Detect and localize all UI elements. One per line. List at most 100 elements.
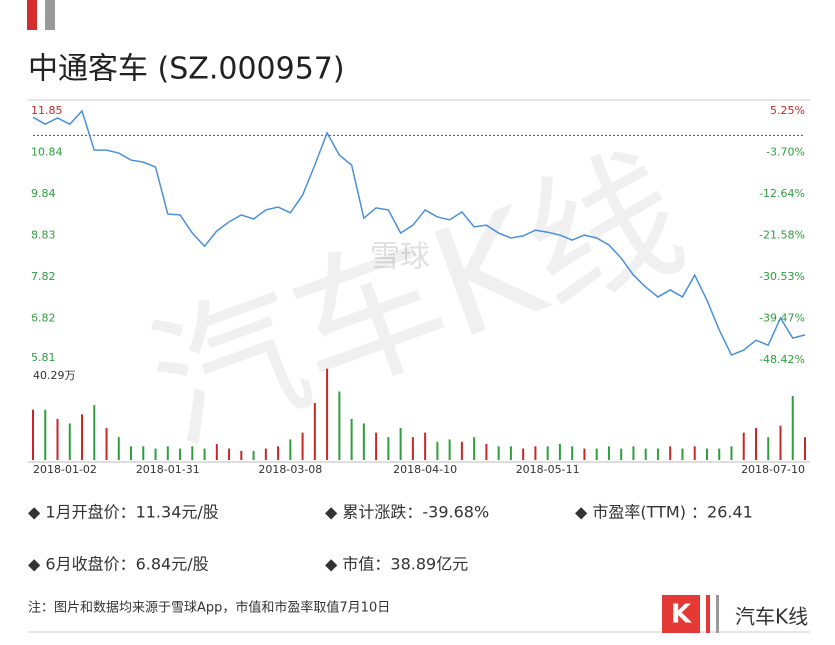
brand-bar bbox=[706, 595, 710, 633]
volume-bar bbox=[338, 391, 341, 460]
volume-bar bbox=[742, 432, 745, 460]
volume-bar bbox=[620, 448, 623, 460]
info-item: ◆ 市值：38.89亿元 bbox=[325, 555, 468, 574]
volume-bar bbox=[375, 432, 378, 460]
volume-bar bbox=[289, 439, 292, 460]
volume-bar bbox=[571, 446, 574, 460]
note: 注：图片和数据均来源于雪球App，市值和市盈率取值7月10日 bbox=[28, 600, 390, 616]
header-bar-gray bbox=[45, 0, 55, 30]
y2-tick-label: -12.64% bbox=[759, 187, 805, 200]
volume-bar bbox=[791, 396, 794, 460]
x-tick-label: 2018-01-31 bbox=[136, 463, 200, 476]
volume-bar bbox=[264, 448, 267, 460]
volume-bar bbox=[203, 448, 206, 460]
volume-bar bbox=[595, 448, 598, 460]
volume-bar bbox=[681, 448, 684, 460]
volume-bar bbox=[473, 437, 476, 460]
volume-bar bbox=[68, 423, 71, 460]
volume-bar bbox=[215, 444, 218, 460]
x-tick-label: 2018-01-02 bbox=[33, 463, 97, 476]
x-tick-label: 2018-04-10 bbox=[393, 463, 457, 476]
volume-bar bbox=[277, 446, 280, 460]
y-tick-label: 5.81 bbox=[31, 351, 56, 364]
y-tick-label: 11.85 bbox=[31, 104, 63, 117]
y2-tick-label: -30.53% bbox=[759, 270, 805, 283]
volume-bar bbox=[166, 446, 169, 460]
volume-bar bbox=[105, 428, 108, 460]
volume-bar bbox=[56, 418, 59, 460]
volume-bar bbox=[81, 414, 84, 460]
volume-bar bbox=[656, 448, 659, 460]
volume-bar bbox=[142, 446, 145, 460]
volume-bar bbox=[730, 446, 733, 460]
y2-tick-label: -21.58% bbox=[759, 228, 805, 241]
y2-tick-label: -3.70% bbox=[766, 146, 805, 159]
volume-bar bbox=[497, 446, 500, 460]
volume-bar bbox=[607, 446, 610, 460]
volume-bar bbox=[718, 448, 721, 460]
volume-bar bbox=[644, 448, 647, 460]
volume-bar bbox=[228, 448, 231, 460]
volume-bar bbox=[252, 450, 255, 460]
brand-bar-gray bbox=[716, 595, 719, 633]
volume-bar bbox=[754, 428, 757, 460]
y-tick-label: 10.84 bbox=[31, 146, 63, 159]
volume-bar bbox=[522, 448, 525, 460]
volume-bar bbox=[130, 446, 133, 460]
x-tick-label: 2018-07-10 bbox=[741, 463, 805, 476]
y2-tick-label: -48.42% bbox=[759, 353, 805, 366]
volume-bar bbox=[460, 441, 463, 460]
brand-icon bbox=[662, 595, 700, 633]
volume-bar bbox=[693, 446, 696, 460]
volume-bar bbox=[485, 444, 488, 460]
price-line bbox=[32, 109, 806, 357]
x-tick-label: 2018-05-11 bbox=[516, 463, 580, 476]
volume-bar bbox=[632, 446, 635, 460]
volume-bar bbox=[44, 409, 47, 460]
volume-bar bbox=[387, 437, 390, 460]
volume-bar bbox=[32, 409, 34, 460]
volume-bar bbox=[804, 437, 806, 460]
volume-bar bbox=[534, 446, 537, 460]
watermark: 汽车K线 bbox=[129, 125, 704, 476]
info-item: ◆ 6月收盘价：6.84元/股 bbox=[28, 555, 209, 574]
y2-tick-label: 5.25% bbox=[770, 104, 805, 117]
volume-bar bbox=[179, 448, 182, 460]
volume-bar bbox=[350, 418, 353, 460]
volume-bar bbox=[509, 446, 512, 460]
title: 中通客车 (SZ.000957) bbox=[28, 52, 345, 87]
volume-bar bbox=[411, 437, 414, 460]
brand-name: 汽车K线 bbox=[735, 605, 808, 629]
volume-bar bbox=[767, 437, 770, 460]
watermark-logo: 雪球 bbox=[370, 240, 430, 275]
y-tick-label: 7.82 bbox=[31, 270, 56, 283]
info-item: ◆ 1月开盘价：11.34元/股 bbox=[28, 503, 219, 522]
info-item: ◆ 市盈率(TTM) ：26.41 bbox=[575, 503, 753, 522]
volume-bar bbox=[362, 423, 365, 460]
volume-bar bbox=[448, 439, 451, 460]
volume-bar bbox=[399, 428, 402, 460]
volume-bar bbox=[154, 448, 157, 460]
volume-bar bbox=[546, 446, 549, 460]
volume-bar bbox=[779, 425, 782, 460]
volume-bar bbox=[558, 444, 561, 460]
y-tick-label: 6.82 bbox=[31, 311, 56, 324]
volume-bar bbox=[117, 437, 120, 460]
volume-bar bbox=[705, 448, 708, 460]
y-tick-label: 8.83 bbox=[31, 229, 56, 242]
volume-bar bbox=[93, 405, 96, 460]
volume-bar bbox=[583, 448, 586, 460]
volume-bar bbox=[424, 432, 427, 460]
volume-bar bbox=[436, 441, 439, 460]
volume-bar bbox=[326, 368, 329, 460]
x-tick-label: 2018-03-08 bbox=[258, 463, 322, 476]
volume-bar bbox=[313, 402, 316, 460]
header-bar-red bbox=[27, 0, 37, 30]
brand-icon-letter: K bbox=[671, 600, 692, 630]
volume-bar bbox=[301, 432, 304, 460]
volume-bar bbox=[669, 446, 672, 460]
volume-bar bbox=[240, 450, 243, 460]
y2-tick-label: -39.47% bbox=[759, 311, 805, 324]
y-tick-label: 9.84 bbox=[31, 187, 56, 200]
